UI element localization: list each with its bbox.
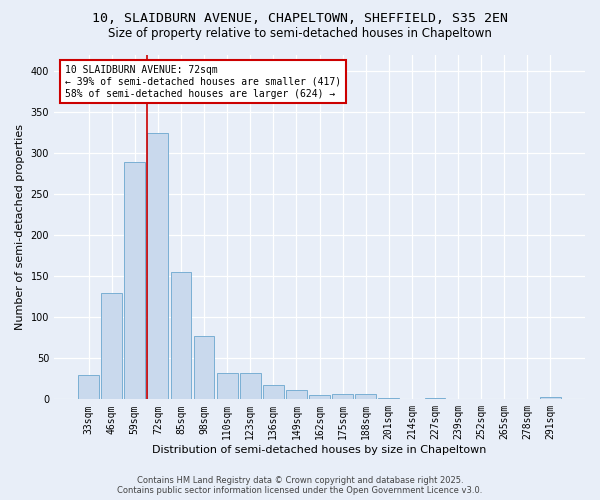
Bar	[355, 394, 376, 400]
Bar	[286, 390, 307, 400]
Bar	[78, 374, 99, 400]
Bar	[148, 133, 168, 400]
Bar	[332, 394, 353, 400]
Text: Size of property relative to semi-detached houses in Chapeltown: Size of property relative to semi-detach…	[108, 28, 492, 40]
Bar	[124, 162, 145, 400]
Bar	[540, 397, 561, 400]
Bar	[263, 384, 284, 400]
Bar	[240, 373, 260, 400]
Bar	[101, 293, 122, 400]
Bar	[425, 398, 445, 400]
Text: Contains HM Land Registry data © Crown copyright and database right 2025.
Contai: Contains HM Land Registry data © Crown c…	[118, 476, 482, 495]
Bar	[309, 395, 330, 400]
Bar	[379, 398, 399, 400]
Bar	[170, 272, 191, 400]
X-axis label: Distribution of semi-detached houses by size in Chapeltown: Distribution of semi-detached houses by …	[152, 445, 487, 455]
Bar	[194, 336, 214, 400]
Bar	[217, 373, 238, 400]
Y-axis label: Number of semi-detached properties: Number of semi-detached properties	[15, 124, 25, 330]
Text: 10 SLAIDBURN AVENUE: 72sqm
← 39% of semi-detached houses are smaller (417)
58% o: 10 SLAIDBURN AVENUE: 72sqm ← 39% of semi…	[65, 66, 341, 98]
Text: 10, SLAIDBURN AVENUE, CHAPELTOWN, SHEFFIELD, S35 2EN: 10, SLAIDBURN AVENUE, CHAPELTOWN, SHEFFI…	[92, 12, 508, 26]
